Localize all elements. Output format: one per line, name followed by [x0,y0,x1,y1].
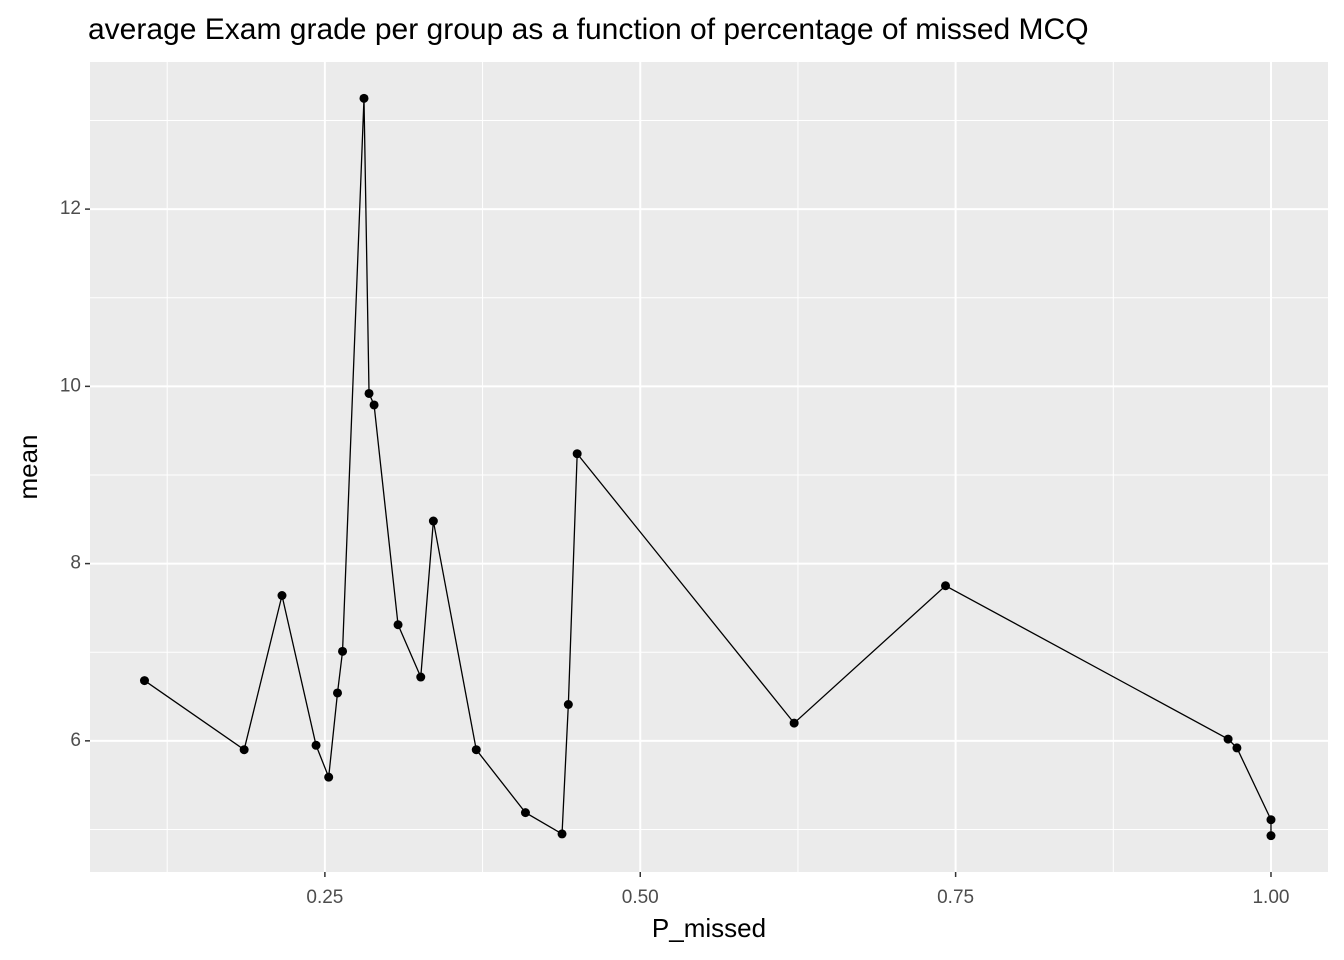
y-tick-label: 12 [60,198,81,219]
point [277,591,287,601]
chart-title: average Exam grade per group as a functi… [88,13,1089,46]
point [1223,734,1233,744]
grid [90,62,1328,872]
point [332,688,342,698]
x-axis-label: P_missed [652,913,766,943]
point [324,772,334,782]
point [369,400,379,410]
point [393,620,403,630]
point [364,388,374,398]
point [563,700,573,710]
point [520,808,530,818]
x-tick-label: 0.25 [306,887,343,908]
marks [139,93,1276,841]
point [239,745,249,755]
point [428,516,438,526]
y-axis-label: mean [13,434,43,499]
point [471,745,481,755]
point [311,740,321,750]
point [1232,743,1242,753]
x-tick-label: 1.00 [1252,887,1289,908]
point [1266,815,1276,825]
point [1266,831,1276,841]
point [572,449,582,459]
y-tick-label: 6 [70,730,81,751]
point [359,93,369,103]
point [789,718,799,728]
point [557,829,567,839]
point [416,672,426,682]
x-tick-label: 0.75 [937,887,974,908]
point [139,676,149,686]
panel [90,62,1328,872]
line [144,98,1272,836]
x-tick-label: 0.50 [622,887,659,908]
point [338,646,348,656]
y-tick-label: 8 [70,553,81,574]
y-tick-label: 10 [60,375,81,396]
point [941,581,951,591]
